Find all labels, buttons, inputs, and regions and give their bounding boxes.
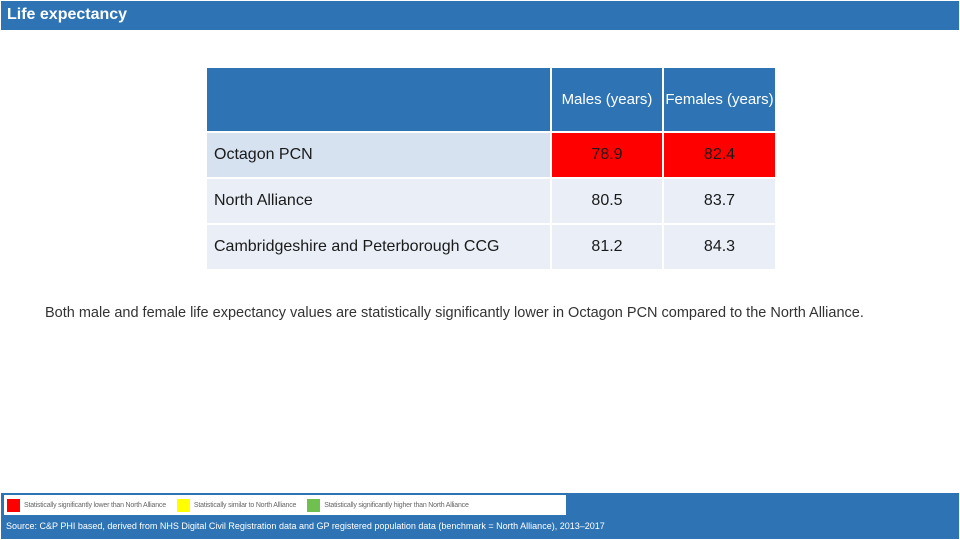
life-expectancy-table: Males (years) Females (years) Octagon PC… (207, 68, 775, 269)
legend-label-higher: Statistically significantly higher than … (324, 501, 469, 509)
legend-swatch-green (307, 498, 321, 512)
legend-label-similar: Statistically similar to North Alliance (193, 501, 297, 509)
value-octagon-males: 78.9 (552, 131, 664, 177)
summary-note: Both male and female life expectancy val… (45, 305, 864, 321)
table-row: Octagon PCN 78.9 82.4 (207, 131, 775, 177)
legend-swatch-red (7, 498, 20, 512)
table-row: North Alliance 80.5 83.7 (207, 177, 775, 223)
page-title: Life expectancy (1, 1, 959, 30)
header-blank-cell (207, 68, 552, 131)
value-ccg-females: 84.3 (664, 223, 775, 269)
header-females: Females (years) (664, 68, 775, 131)
value-north-alliance-females: 83.7 (664, 177, 775, 223)
row-name-octagon-pcn: Octagon PCN (207, 131, 552, 177)
source-text: Source: C&P PHI based, derived from NHS … (6, 521, 605, 531)
table-header-row: Males (years) Females (years) (207, 68, 775, 131)
legend-item-higher: Statistically significantly higher than … (307, 498, 469, 512)
legend-item-lower: Statistically significantly lower than N… (7, 498, 166, 512)
table-row: Cambridgeshire and Peterborough CCG 81.2… (207, 223, 775, 269)
legend-label-lower: Statistically significantly lower than N… (24, 501, 166, 509)
header-males: Males (years) (552, 68, 664, 131)
legend-swatch-yellow (176, 498, 190, 512)
legend-item-similar: Statistically similar to North Alliance (176, 498, 297, 512)
value-ccg-males: 81.2 (552, 223, 664, 269)
row-name-north-alliance: North Alliance (207, 177, 552, 223)
legend: Statistically significantly lower than N… (4, 495, 566, 515)
row-name-ccg: Cambridgeshire and Peterborough CCG (207, 223, 552, 269)
value-north-alliance-males: 80.5 (552, 177, 664, 223)
value-octagon-females: 82.4 (664, 131, 775, 177)
